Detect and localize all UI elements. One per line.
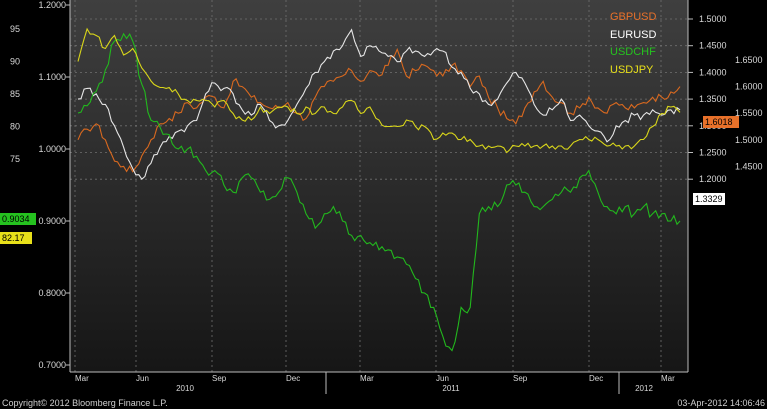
y-tick-gbpusd: 1.5500: [735, 108, 763, 118]
y-tick-usdchf: 1.2000: [38, 0, 66, 10]
y-tick-eurusd: 1.5000: [699, 14, 727, 24]
legend: GBPUSD EURUSD USDCHF USDJPY: [610, 11, 657, 76]
last-value-label: 82.17: [2, 233, 25, 243]
x-tick-label: Jun: [136, 374, 149, 383]
series-line-gbpusd: [77, 47, 681, 173]
last-value-tag-usdjpy: [0, 232, 32, 244]
y-tick-usdjpy: 90: [10, 57, 20, 67]
x-tick-label: Jun: [436, 374, 449, 383]
timestamp-text: 03-Apr-2012 14:06:46: [677, 398, 765, 408]
y-tick-gbpusd: 1.6500: [735, 55, 763, 65]
last-value-tag-gbpusd: [703, 116, 739, 128]
x-tick-label: Sep: [212, 374, 227, 383]
y-tick-eurusd: 1.4000: [699, 67, 727, 77]
y-tick-gbpusd: 1.5000: [735, 135, 763, 145]
last-value-tags: 1.6018 1.3329 0.9034 82.17: [0, 116, 739, 244]
last-value-label: 0.9034: [2, 214, 30, 224]
series-line-eurusd: [77, 28, 681, 181]
y-tick-gbpusd: 1.6000: [735, 82, 763, 92]
y-tick-eurusd: 1.2000: [699, 174, 727, 184]
x-tick-label: Mar: [661, 374, 675, 383]
legend-usdchf: USDCHF: [610, 46, 656, 58]
plot-area: [70, 0, 688, 372]
series-lines: [77, 27, 681, 352]
grid-lines: [70, 0, 688, 372]
last-value-label: 1.6018: [705, 117, 733, 127]
y-tick-usdchf: 1.1000: [38, 72, 66, 82]
x-tick-label: Dec: [286, 374, 300, 383]
x-tick-label: Mar: [75, 374, 89, 383]
copyright-text: Copyright© 2012 Bloomberg Finance L.P.: [2, 398, 168, 408]
y-tick-usdchf: 0.7000: [38, 360, 66, 370]
last-value-label: 1.3329: [695, 194, 723, 204]
y-tick-eurusd: 1.2500: [699, 148, 727, 158]
y-tick-usdjpy: 95: [10, 24, 20, 34]
legend-eurusd: EURUSD: [610, 29, 657, 41]
last-value-tag-usdchf: [0, 213, 36, 225]
series-line-usdjpy: [77, 27, 681, 154]
x-year-label: 2012: [635, 384, 653, 393]
y-tick-gbpusd: 1.4500: [735, 161, 763, 171]
y-tick-usdchf: 0.8000: [38, 288, 66, 298]
axes: Mar Jun Sep Dec Mar Jun Sep Dec Mar 2010 2011 2012 9…: [10, 0, 763, 394]
series-line-usdchf: [77, 32, 681, 352]
y-tick-eurusd: 1.3500: [699, 94, 727, 104]
x-year-label: 2011: [442, 384, 460, 393]
y-tick-usdjpy: 80: [10, 122, 20, 132]
last-value-tag-eurusd: [693, 193, 725, 205]
y-tick-eurusd: 1.4500: [699, 41, 727, 51]
y-tick-usdchf: 1.0000: [38, 144, 66, 154]
legend-usdjpy: USDJPY: [610, 64, 654, 76]
y-tick-usdjpy: 85: [10, 89, 20, 99]
x-year-label: 2010: [176, 384, 194, 393]
y-tick-usdchf: 0.9000: [38, 216, 66, 226]
y-tick-usdjpy: 75: [10, 154, 20, 164]
x-tick-label: Sep: [513, 374, 528, 383]
legend-gbpusd: GBPUSD: [610, 11, 657, 23]
x-tick-label: Dec: [589, 374, 603, 383]
x-tick-label: Mar: [360, 374, 374, 383]
